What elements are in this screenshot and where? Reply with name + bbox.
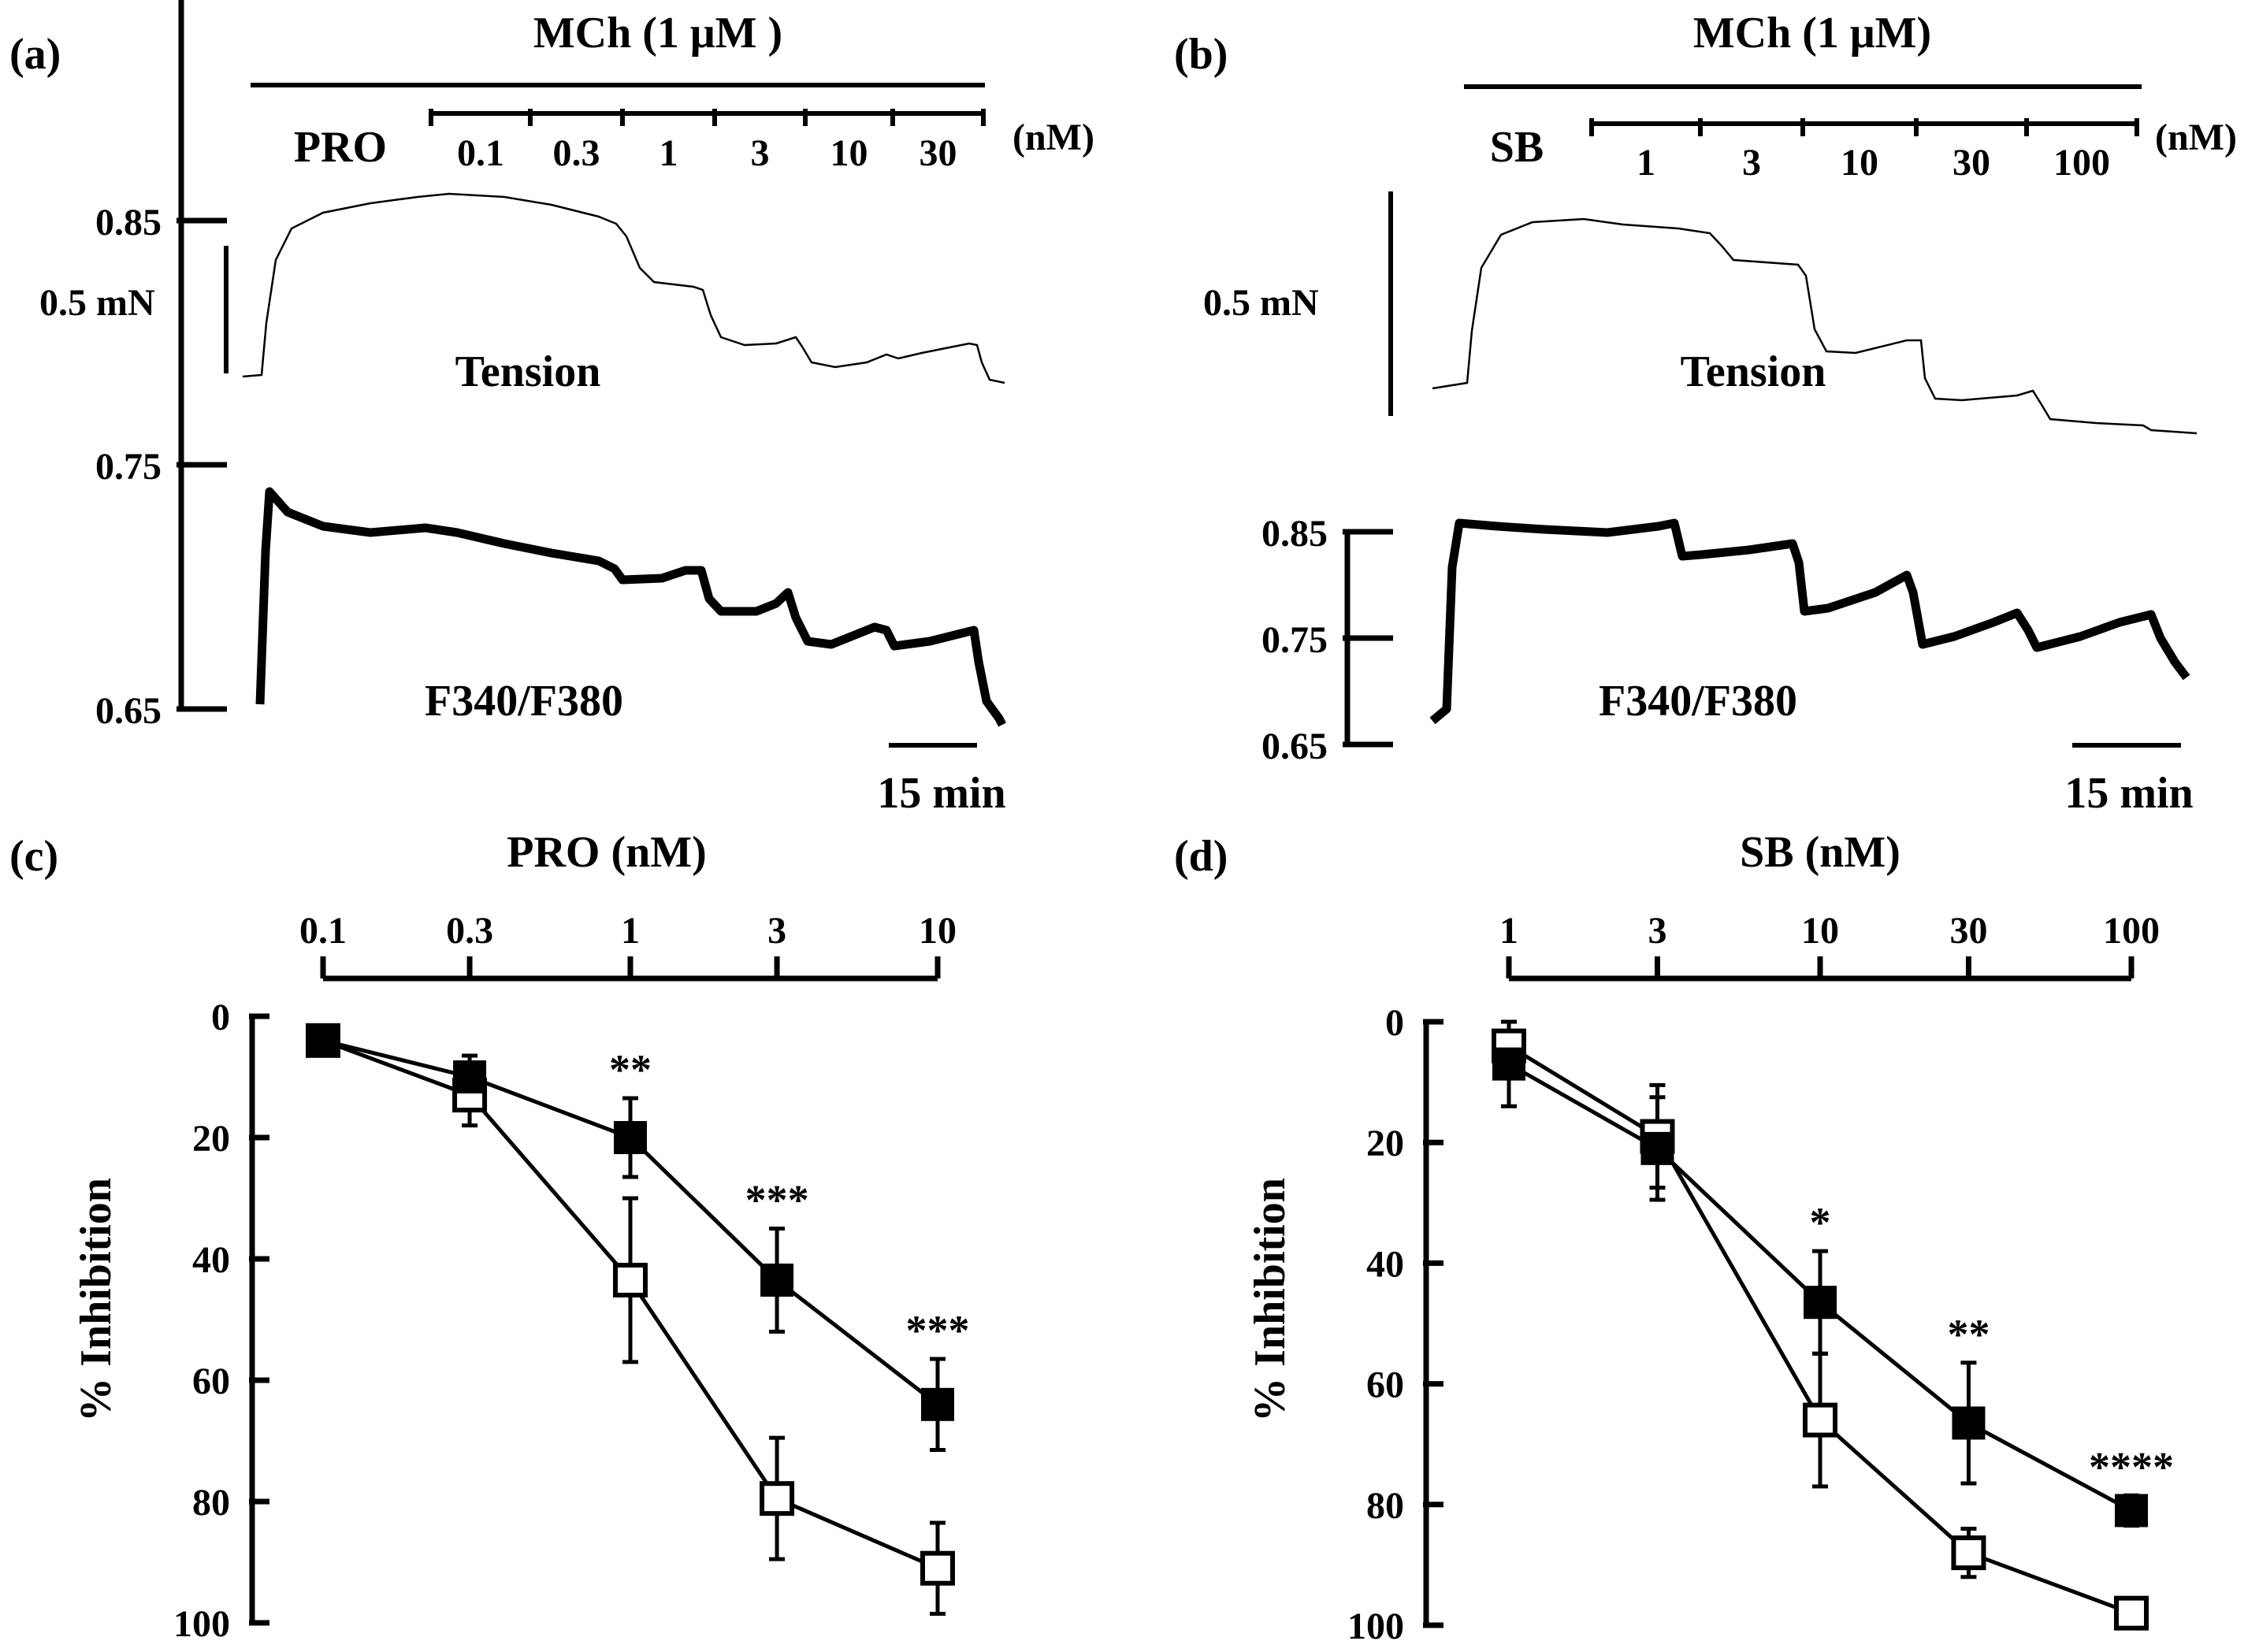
panel-a-tension-label: Tension bbox=[455, 347, 601, 396]
y-tick-label: 40 bbox=[192, 1239, 230, 1281]
ratio-tick-label: 0.85 bbox=[95, 202, 162, 243]
panel-b-tension-trace bbox=[1432, 217, 2198, 435]
panel-b: (b) MCh (1 μM) SB 1 3 10 30 100 (nM) 0.5 mN … bbox=[1174, 9, 2237, 818]
y-tick-label: 20 bbox=[1366, 1123, 1404, 1164]
ratio-tick-label: 0.75 bbox=[95, 446, 162, 488]
concentration-label: 100 bbox=[2053, 142, 2110, 184]
panel-a-tension-scale: 0.5 mN bbox=[39, 282, 155, 324]
panel-c-chart: (c) PRO (nM) % Inhibition 0.1 0.3 1 3 100204… bbox=[9, 828, 970, 1645]
x-tick-label: 10 bbox=[1801, 910, 1839, 952]
data-point-filled-square bbox=[1804, 1286, 1837, 1320]
panel-a: (a) MCh (1 μM ) PRO 0.1 0.3 1 3 10 30 (nM) 0.… bbox=[9, 0, 1094, 818]
significance-label: ** bbox=[1947, 1311, 1990, 1358]
panel-a-ratio-trace bbox=[255, 487, 1006, 727]
panel-c-x-axis-title: PRO (nM) bbox=[507, 828, 707, 877]
panel-d-y-axis-title: % Inhibition bbox=[1246, 1178, 1295, 1422]
panel-b-ratio-trace bbox=[1429, 518, 2190, 725]
concentration-label: 10 bbox=[830, 132, 868, 174]
data-point-filled-square bbox=[307, 1023, 340, 1057]
data-point-filled-square bbox=[760, 1263, 794, 1297]
x-tick-label: 100 bbox=[2103, 910, 2160, 952]
x-tick-label: 1 bbox=[621, 910, 640, 952]
y-tick-label: 0 bbox=[211, 997, 230, 1038]
ratio-tick-label: 0.65 bbox=[95, 690, 162, 732]
panel-d-label: (d) bbox=[1174, 832, 1228, 881]
x-tick-label: 3 bbox=[767, 910, 786, 952]
significance-label: * bbox=[1810, 1199, 1831, 1246]
x-tick-label: 0.3 bbox=[446, 910, 493, 952]
y-tick-label: 20 bbox=[192, 1118, 230, 1160]
panel-a-time-scale: 15 min bbox=[877, 769, 1005, 818]
panel-b-concentration-bar: 1 3 10 30 100 bbox=[1589, 118, 2139, 184]
data-point-open-square bbox=[613, 1262, 648, 1297]
x-tick-label: 30 bbox=[1949, 910, 1987, 952]
panel-a-ratio-label: F340/F380 bbox=[425, 677, 623, 726]
data-point-filled-square bbox=[1492, 1047, 1525, 1081]
y-tick-label: 60 bbox=[1366, 1364, 1404, 1406]
y-tick-label: 0 bbox=[1385, 1002, 1404, 1044]
x-tick-label: 3 bbox=[1648, 910, 1666, 952]
data-point-filled-square bbox=[1952, 1406, 1986, 1440]
x-tick-label: 0.1 bbox=[299, 910, 347, 952]
concentration-label: 0.3 bbox=[553, 132, 600, 174]
panel-c-label: (c) bbox=[9, 832, 58, 881]
significance-label: ** bbox=[609, 1046, 652, 1093]
panel-a-drug: PRO bbox=[294, 123, 387, 172]
panel-a-unit: (nM) bbox=[1012, 117, 1094, 158]
data-point-open-square bbox=[1951, 1535, 1986, 1571]
panel-b-ratio-label: F340/F380 bbox=[1599, 677, 1797, 726]
panel-a-agonist: MCh (1 μM ) bbox=[533, 9, 782, 58]
panel-d-chart: (d) SB (nM) % Inhibition 1 3 10 30 100 0 20 40 6… bbox=[1174, 828, 2174, 1647]
data-point-open-square bbox=[1803, 1402, 1837, 1438]
panel-c-y-axis-title: % Inhibition bbox=[72, 1178, 121, 1422]
significance-label: *** bbox=[906, 1307, 970, 1354]
data-point-open-square bbox=[760, 1481, 795, 1516]
panel-b-ratio-axis: 0.85 0.75 0.65 bbox=[1261, 513, 1393, 767]
ratio-tick-label: 0.65 bbox=[1261, 726, 1328, 767]
panel-b-unit: (nM) bbox=[2155, 117, 2237, 158]
significance-label: *** bbox=[745, 1177, 809, 1224]
ratio-tick-label: 0.75 bbox=[1261, 619, 1328, 661]
panel-d-x-axis-title: SB (nM) bbox=[1740, 828, 1900, 877]
data-point-open-square bbox=[920, 1550, 955, 1586]
panel-b-agonist: MCh (1 μM) bbox=[1693, 9, 1931, 58]
x-tick-label: 1 bbox=[1499, 910, 1518, 952]
y-tick-label: 100 bbox=[1347, 1606, 1404, 1647]
concentration-label: 1 bbox=[1637, 142, 1655, 184]
concentration-label: 10 bbox=[1841, 142, 1878, 184]
y-tick-label: 40 bbox=[1366, 1243, 1404, 1285]
data-point-filled-square bbox=[614, 1121, 647, 1154]
panel-b-tension-label: Tension bbox=[1681, 347, 1826, 396]
concentration-label: 3 bbox=[1742, 142, 1761, 184]
panel-a-concentration-bar: 0.1 0.3 1 3 10 30 bbox=[429, 109, 986, 174]
panel-b-time-scale: 15 min bbox=[2064, 769, 2193, 818]
concentration-label: 30 bbox=[1952, 142, 1990, 184]
y-tick-label: 80 bbox=[1366, 1485, 1404, 1527]
concentration-label: 1 bbox=[659, 132, 678, 174]
panel-a-tension-trace bbox=[242, 192, 1005, 384]
significance-label: **** bbox=[2089, 1443, 2174, 1491]
panel-b-drug: SB bbox=[1490, 123, 1544, 172]
y-tick-label: 60 bbox=[192, 1361, 230, 1402]
data-point-filled-square bbox=[453, 1060, 487, 1093]
data-point-filled-square bbox=[921, 1387, 954, 1421]
y-tick-label: 100 bbox=[173, 1603, 230, 1645]
x-tick-label: 10 bbox=[919, 910, 957, 952]
concentration-label: 3 bbox=[751, 132, 770, 174]
concentration-label: 30 bbox=[920, 132, 957, 174]
data-point-filled-square bbox=[2115, 1494, 2148, 1528]
panel-a-ratio-axis: 0.950.850.750.65 bbox=[95, 0, 227, 732]
panel-a-label: (a) bbox=[9, 30, 61, 79]
panel-b-label: (b) bbox=[1174, 30, 1228, 79]
y-tick-label: 80 bbox=[192, 1482, 230, 1524]
data-point-open-square bbox=[2114, 1595, 2149, 1631]
concentration-label: 0.1 bbox=[457, 132, 504, 174]
panel-b-tension-scale: 0.5 mN bbox=[1203, 282, 1319, 324]
ratio-tick-label: 0.85 bbox=[1261, 513, 1328, 555]
data-point-filled-square bbox=[1640, 1131, 1674, 1165]
